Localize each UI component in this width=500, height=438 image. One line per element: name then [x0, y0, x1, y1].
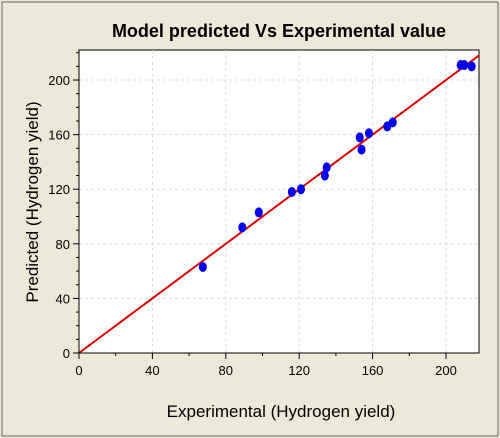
- data-point: [357, 144, 366, 155]
- data-point: [355, 132, 364, 143]
- data-point: [364, 128, 373, 139]
- data-point: [322, 162, 331, 173]
- x-tick-label: 160: [362, 363, 384, 378]
- y-tick-label: 0: [63, 346, 70, 361]
- data-point: [460, 60, 469, 71]
- y-tick-label: 40: [56, 291, 70, 306]
- y-tick-label: 160: [48, 128, 70, 143]
- data-point: [388, 117, 397, 128]
- y-axis-title: Predicted (Hydrogen yield): [23, 101, 42, 302]
- y-tick-label: 120: [48, 182, 70, 197]
- data-point: [287, 186, 296, 197]
- x-tick-label: 200: [435, 363, 457, 378]
- fit-line: [78, 54, 480, 354]
- x-tick-label: 0: [75, 363, 82, 378]
- axis-layer: [78, 50, 479, 354]
- y-tick-label: 200: [48, 73, 70, 88]
- chart-title: Model predicted Vs Experimental value: [112, 21, 446, 41]
- data-point: [320, 170, 329, 181]
- data-point: [254, 207, 263, 218]
- data-point: [467, 61, 476, 72]
- x-tick-label: 40: [145, 363, 159, 378]
- x-tick-label: 120: [288, 363, 310, 378]
- data-point: [198, 262, 207, 273]
- x-ticks: 0 40 80 120 160 200: [75, 353, 457, 378]
- x-tick-label: 80: [219, 363, 233, 378]
- y-ticks: 0 40 80 120 160 200: [48, 52, 79, 361]
- points-layer: [198, 60, 476, 273]
- fit-line-layer: [78, 54, 480, 354]
- x-axis-title: Experimental (Hydrogen yield): [167, 402, 396, 421]
- data-point: [297, 184, 306, 195]
- grid-layer: [79, 50, 479, 353]
- data-point: [238, 222, 247, 233]
- y-tick-label: 80: [56, 237, 70, 252]
